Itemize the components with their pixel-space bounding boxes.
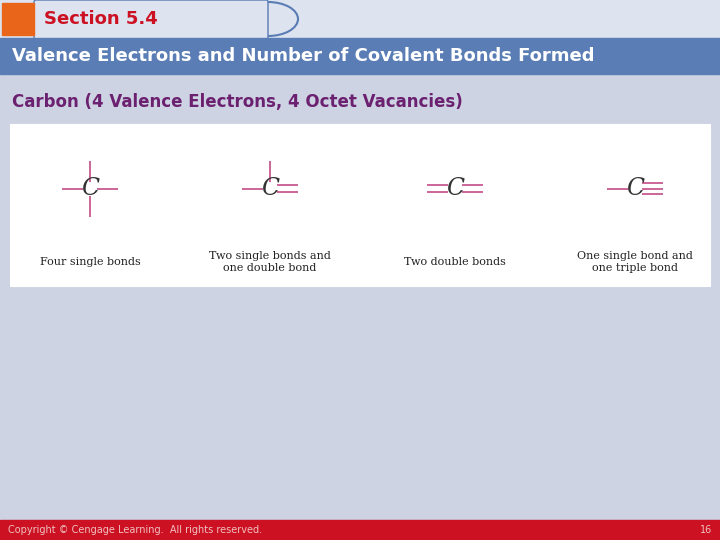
Text: Valence Electrons and Number of Covalent Bonds Formed: Valence Electrons and Number of Covalent…	[12, 47, 595, 65]
Text: Four single bonds: Four single bonds	[40, 257, 140, 267]
Bar	[10, 124, 710, 286]
Text: C: C	[261, 177, 279, 200]
Text: C: C	[446, 177, 464, 200]
FancyBboxPatch shape	[34, 0, 268, 39]
Text: One single bond and
one triple bond: One single bond and one triple bond	[577, 251, 693, 273]
Text: Copyright © Cengage Learning.  All rights reserved.: Copyright © Cengage Learning. All rights…	[8, 525, 262, 535]
Text: Two double bonds: Two double bonds	[404, 257, 506, 267]
Bar	[2, 3, 34, 35]
Text: 16: 16	[700, 525, 712, 535]
Text: Section 5.4: Section 5.4	[44, 10, 158, 28]
Text: Two single bonds and
one double bond: Two single bonds and one double bond	[209, 251, 331, 273]
Bar	[0, 0, 720, 38]
Bar	[0, 38, 720, 74]
Bar	[0, 520, 720, 540]
Text: C: C	[81, 177, 99, 200]
Text: C: C	[626, 177, 644, 200]
Text: Carbon (4 Valence Electrons, 4 Octet Vacancies): Carbon (4 Valence Electrons, 4 Octet Vac…	[12, 93, 463, 111]
